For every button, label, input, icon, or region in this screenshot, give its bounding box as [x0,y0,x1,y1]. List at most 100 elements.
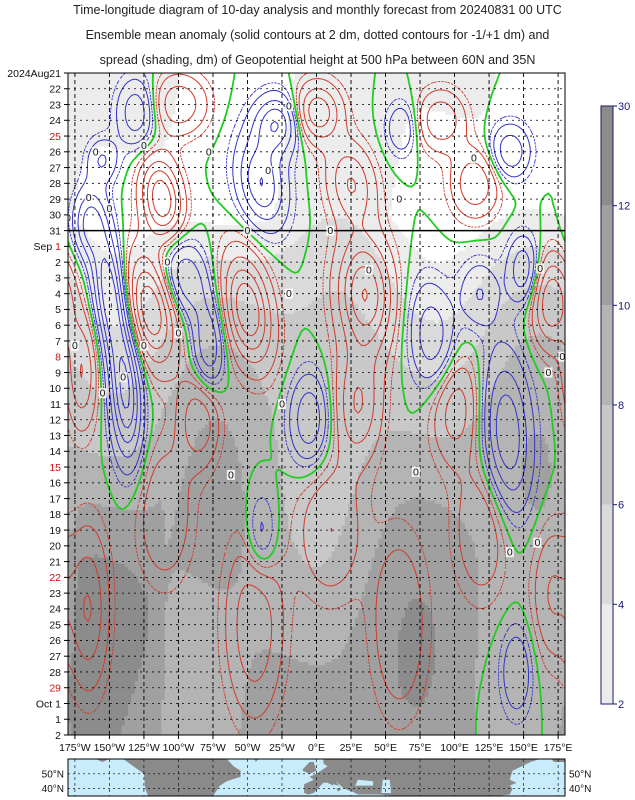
spread-cell [374,247,416,251]
spread-cell [141,665,166,670]
y-tick-month: Sep [34,241,56,253]
y-tick-label: 22 [49,84,61,96]
spread-cell [474,700,565,704]
contour-label: 0 [559,351,565,363]
spread-cell [428,608,479,613]
spread-cell [161,712,243,717]
spread-cell [218,418,273,423]
spread-cell [278,453,369,457]
spread-cell [478,598,565,603]
spread-cell [161,709,243,714]
spread-cell [134,380,179,385]
contour-label: 0 [100,387,106,399]
spread-cell [281,475,359,480]
spread-cell [308,563,323,568]
contour-label-bg [84,192,93,203]
spread-cell [461,304,503,308]
spread-cell [214,418,219,423]
spread-cell [521,465,553,470]
spread-cell [368,576,479,581]
spread-cell [478,614,565,619]
spread-cell [68,614,76,619]
map-land [68,759,565,796]
y-tick-label: 12 [49,415,61,427]
y-tick-label: 28 [49,667,61,679]
spread-cell [238,446,279,451]
spread-cell [68,728,72,733]
spread-cell [158,500,162,505]
spread-cell [68,285,79,289]
spread-cell [68,513,79,518]
spread-cell [474,684,565,689]
spread-cell [401,291,473,296]
spread-cell [68,269,172,274]
spread-cell [181,481,243,486]
spread-cell [71,731,122,735]
spread-cell [161,282,396,286]
spread-cell [548,487,565,492]
spread-cell [358,472,523,476]
spread-cell [294,73,496,77]
spread-cell [164,665,253,670]
spread-cell [88,380,136,385]
spread-cell [244,491,283,495]
spread-cell [371,446,526,451]
spread-cell [481,231,565,236]
spread-cell [174,386,266,391]
spread-cell [378,335,483,340]
spread-cell [381,259,433,264]
spread-cell [68,297,86,302]
spread-cell [344,516,389,521]
spread-cell [551,481,565,486]
y-tick-day: 1 [55,698,61,710]
spread-cell [144,237,299,242]
spread-cell [251,364,406,369]
x-tick-label: 150°W [94,742,126,754]
spread-cell [521,462,553,467]
spread-cell [478,649,565,654]
spread-cell [484,332,539,337]
spread-cell [358,611,406,616]
spread-cell [164,658,253,663]
contour-label-bg [558,351,565,362]
spread-cell [434,639,479,644]
spread-cell [401,620,433,625]
spread-cell [504,215,565,220]
spread-cell [394,506,449,511]
spread-cell [274,421,473,426]
land-mass [123,759,241,796]
spread-cell [291,535,339,540]
spread-cell [268,402,486,407]
spread-cell [474,725,559,730]
spread-cell [68,348,159,353]
spread-cell [381,532,469,537]
spread-cell [478,573,565,578]
y-tick-label: 2 [55,730,61,742]
spread-cell [164,620,356,625]
spread-cell [371,240,409,245]
spread-cell [478,285,529,289]
spread-cell [378,437,529,442]
spread-cell [68,677,139,682]
spread-cell [68,535,166,540]
spread-cell [68,209,72,213]
spread-cell [281,174,396,179]
spread-cell [388,272,489,277]
spread-cell [101,320,129,324]
spread-cell [301,557,329,562]
spread-cell [241,554,303,559]
spread-cell [84,301,146,305]
spread-cell [504,364,565,369]
contour-label-bg [505,547,514,558]
contour-label: 0 [265,165,271,177]
spread-cell [131,696,166,701]
spread-cell [261,380,496,385]
spread-cell [324,662,399,666]
map-lat-label-left: 40°N [42,784,64,795]
spread-cell [244,301,313,305]
spread-cell [248,681,399,685]
spread-cell [381,529,469,533]
spread-cell [171,579,203,584]
spread-cell [161,722,243,727]
